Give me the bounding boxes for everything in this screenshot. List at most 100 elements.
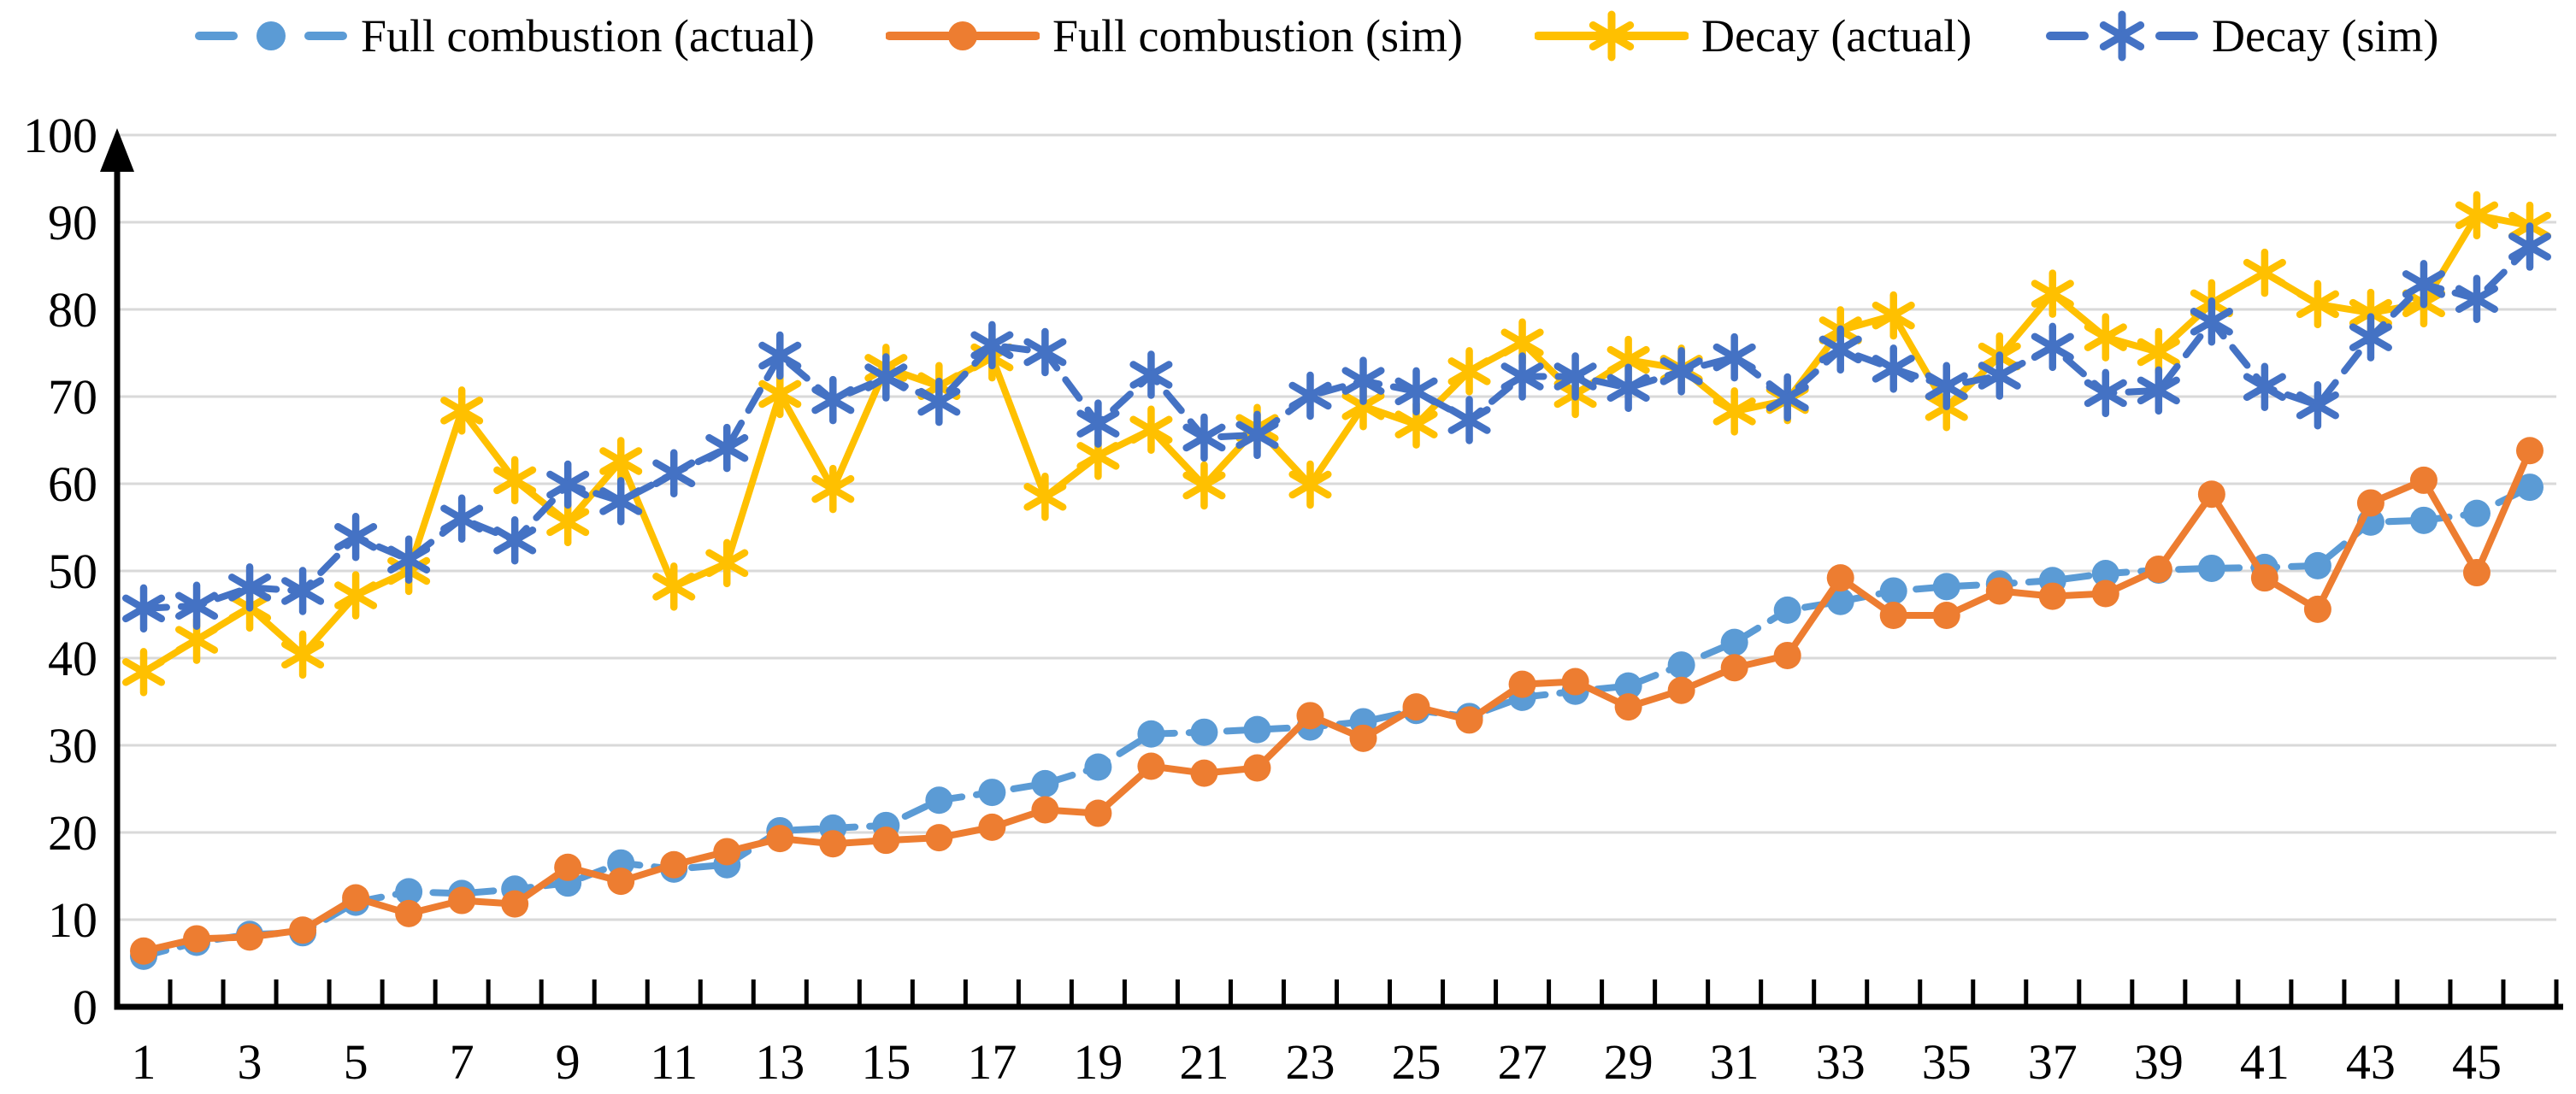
asterisk-marker-icon: [281, 640, 325, 669]
x-tick-label: 43: [2346, 1034, 2396, 1090]
asterisk-marker-icon: [2031, 332, 2074, 362]
asterisk-marker-icon: [1235, 421, 1279, 450]
asterisk-marker-icon: [705, 433, 749, 462]
y-tick-label: 10: [48, 892, 97, 948]
circle-marker-icon: [289, 916, 317, 944]
circle-marker-icon: [236, 923, 264, 951]
x-tick-label: 17: [967, 1034, 1017, 1090]
asterisk-marker-icon: [970, 331, 1014, 360]
circle-marker-icon: [2197, 480, 2225, 509]
circle-marker-icon: [1137, 720, 1165, 748]
x-tick-label: 13: [755, 1034, 805, 1090]
asterisk-marker-icon: [2508, 232, 2552, 261]
asterisk-marker-icon: [2084, 323, 2127, 351]
legend-sample-full-combustion-sim: [886, 21, 1040, 50]
asterisk-marker-icon: [2349, 323, 2392, 351]
circle-marker-icon: [766, 825, 794, 853]
y-axis-labels: 0 10 20 30 40 50 60 70 80 90 100: [23, 108, 97, 1035]
circle-marker-icon: [2144, 555, 2172, 583]
circle-marker-icon: [2091, 560, 2119, 588]
series-full-combustion-sim: [130, 437, 2544, 965]
asterisk-marker-icon: [1872, 301, 1915, 330]
circle-marker-icon: [1932, 573, 1960, 601]
asterisk-marker-icon: [1288, 381, 1332, 410]
legend-label-full-combustion-actual: Full combustion (actual): [361, 10, 815, 62]
circle-marker-icon: [2197, 554, 2225, 582]
x-tick-label: 15: [861, 1034, 911, 1090]
x-tick-label: 11: [650, 1034, 698, 1090]
x-tick-label: 5: [344, 1034, 368, 1090]
series-full-combustion-actual: [130, 473, 2544, 970]
x-tick-label: 31: [1710, 1034, 1760, 1090]
x-tick-label: 33: [1816, 1034, 1866, 1090]
circle-marker-icon: [1561, 668, 1589, 696]
circle-marker-icon: [1720, 628, 1748, 656]
asterisk-marker-icon: [2243, 258, 2286, 287]
y-tick-label: 50: [48, 544, 97, 599]
circle-marker-icon: [2303, 551, 2331, 579]
circle-marker-icon: [819, 830, 847, 858]
y-axis-arrow-icon: [100, 128, 134, 172]
x-tick-label: 7: [450, 1034, 475, 1090]
legend-circle-marker-icon: [948, 21, 977, 50]
circle-marker-icon: [1455, 706, 1483, 734]
asterisk-marker-icon: [1394, 377, 1438, 406]
asterisk-marker-icon: [599, 487, 643, 515]
circle-marker-icon: [978, 813, 1006, 841]
series-decay-actual: [121, 191, 2552, 697]
asterisk-marker-icon: [1589, 21, 1635, 50]
y-tick-label: 0: [73, 979, 97, 1035]
asterisk-marker-icon: [1182, 471, 1226, 500]
circle-marker-icon: [2356, 489, 2384, 517]
asterisk-marker-icon: [652, 573, 696, 601]
circle-marker-icon: [1084, 753, 1112, 781]
circle-marker-icon: [607, 868, 635, 896]
asterisk-marker-icon: [546, 470, 590, 499]
circle-marker-icon: [1773, 641, 1801, 669]
asterisk-marker-icon: [387, 545, 431, 573]
asterisk-marker-icon: [1394, 410, 1438, 438]
asterisk-marker-icon: [334, 522, 378, 551]
legend-label-decay-sim: Decay (sim): [2212, 10, 2439, 62]
x-axis-labels: 1 3 5 7 9 11 13 15 17 19 21 23 25 27 29 31 33 35 37 39 41 43 4…: [132, 1034, 2502, 1090]
circle-marker-icon: [1667, 676, 1695, 704]
asterisk-marker-icon: [121, 658, 166, 686]
asterisk-marker-icon: [1023, 483, 1067, 511]
y-tick-label: 30: [48, 718, 97, 773]
axes: [100, 128, 2563, 1010]
circle-marker-icon: [925, 824, 953, 852]
circle-marker-icon: [2038, 582, 2066, 610]
asterisk-marker-icon: [2402, 270, 2445, 298]
x-tick-label: 25: [1392, 1034, 1441, 1090]
circle-marker-icon: [660, 850, 688, 879]
asterisk-marker-icon: [599, 447, 643, 475]
asterisk-marker-icon: [2190, 308, 2233, 336]
circle-marker-icon: [342, 884, 370, 912]
asterisk-marker-icon: [758, 379, 802, 409]
x-tick-label: 19: [1073, 1034, 1123, 1090]
circle-marker-icon: [1296, 702, 1324, 730]
asterisk-marker-icon: [2349, 298, 2392, 327]
circle-marker-icon: [2303, 595, 2331, 623]
circle-marker-icon: [2409, 466, 2437, 494]
legend-item-full-combustion-sim: Full combustion (sim): [886, 3, 1463, 68]
y-tick-label: 80: [48, 282, 97, 338]
legend-item-full-combustion-actual: Full combustion (actual): [194, 3, 815, 68]
asterisk-marker-icon: [2084, 379, 2127, 408]
y-tick-label: 20: [48, 805, 97, 861]
asterisk-marker-icon: [2137, 376, 2180, 405]
asterisk-marker-icon: [811, 385, 855, 415]
x-tick-label: 41: [2240, 1034, 2290, 1090]
circle-marker-icon: [448, 886, 476, 915]
asterisk-marker-icon: [2296, 391, 2339, 420]
circle-marker-icon: [1614, 693, 1642, 721]
circle-marker-icon: [1243, 715, 1271, 744]
asterisk-marker-icon: [1925, 372, 1968, 401]
circle-marker-icon: [2409, 506, 2437, 534]
asterisk-marker-icon: [1129, 415, 1173, 444]
asterisk-marker-icon: [493, 526, 537, 555]
circle-marker-icon: [1667, 651, 1695, 679]
circle-marker-icon: [1084, 799, 1112, 827]
asterisk-marker-icon: [1872, 355, 1915, 383]
circle-marker-icon: [501, 890, 529, 918]
